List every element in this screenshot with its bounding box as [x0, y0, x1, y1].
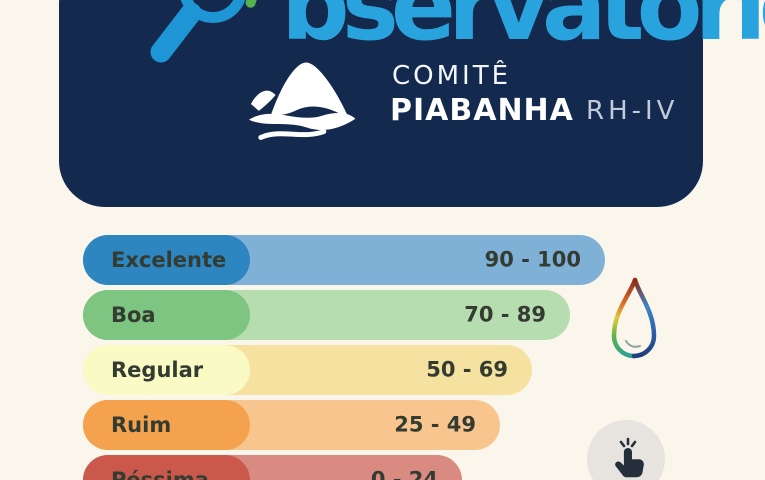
legend-row: Boa 70 - 89: [83, 290, 570, 340]
legend-row-range: 0 - 24: [370, 467, 438, 480]
region-label: RH-IV: [586, 96, 679, 126]
legend-row-label: Regular: [111, 357, 204, 382]
app-title: bservatório: [281, 0, 765, 62]
legend-row-label: Boa: [111, 302, 156, 327]
magnifier-icon: [150, 0, 257, 63]
legend-row: Péssima 0 - 24: [83, 455, 462, 480]
legend-row-label-pill: Ruim: [83, 400, 250, 450]
legend-row-range: 70 - 89: [464, 302, 546, 327]
legend-row-label: Excelente: [111, 247, 227, 272]
committee-name-line1: COMITÊ: [392, 61, 512, 91]
tap-hint-button[interactable]: [587, 420, 665, 480]
legend-row-range: 90 - 100: [484, 247, 581, 272]
legend-row: Excelente 90 - 100: [83, 235, 605, 285]
water-drop-icon: [611, 277, 657, 359]
legend-row-range: 25 - 49: [394, 412, 476, 437]
legend-row-label-pill: Regular: [83, 345, 250, 395]
committee-name-line2: PIABANHA: [390, 93, 574, 128]
legend-row-range: 50 - 69: [426, 357, 508, 382]
legend-row: Regular 50 - 69: [83, 345, 532, 395]
hand-tap-icon: [615, 437, 644, 478]
legend-row-label-pill: Excelente: [83, 235, 250, 285]
mountain-wave-logo-icon: [248, 62, 356, 140]
legend-row-label: Péssima: [111, 467, 209, 480]
header-panel: bservatório COMITÊ PIABANHA RH-IV: [59, 0, 765, 207]
legend-row-label-pill: Boa: [83, 290, 250, 340]
legend-row: Ruim 25 - 49: [83, 400, 500, 450]
legend-row-label-pill: Péssima: [83, 455, 250, 480]
legend-row-label: Ruim: [111, 412, 172, 437]
